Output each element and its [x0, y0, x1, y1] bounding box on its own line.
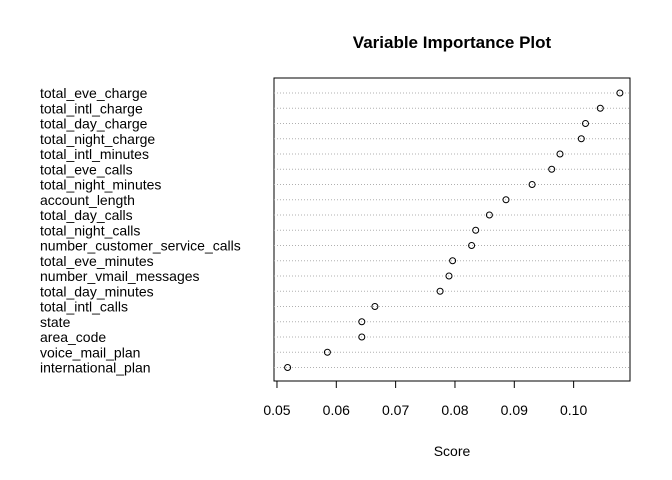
data-point	[548, 165, 556, 173]
variable-label: state	[40, 314, 71, 330]
data-point	[371, 303, 379, 310]
data-point	[502, 196, 510, 204]
data-point	[468, 242, 476, 249]
data-point	[556, 150, 564, 158]
variable-labels: total_eve_chargetotal_intl_chargetotal_d…	[40, 85, 241, 376]
data-point	[485, 211, 493, 219]
data-point	[284, 364, 292, 371]
x-axis: 0.05 0.06 0.07 0.08 0.09 0.10	[263, 380, 587, 418]
data-point	[577, 135, 585, 143]
variable-label: international_plan	[40, 360, 151, 376]
variable-label: account_length	[40, 192, 135, 208]
variable-label: total_night_charge	[40, 131, 155, 147]
x-tick-label: 0.09	[501, 402, 528, 418]
variable-label: number_customer_service_calls	[40, 238, 241, 254]
variable-label: total_eve_charge	[40, 85, 148, 101]
data-point	[582, 120, 589, 127]
data-point	[596, 104, 604, 112]
x-axis-label: Score	[434, 443, 471, 459]
variable-label: area_code	[40, 329, 106, 345]
data-point	[358, 333, 366, 341]
variable-label: total_intl_minutes	[40, 146, 149, 162]
data-point	[616, 89, 624, 97]
x-tick-label: 0.07	[382, 402, 409, 418]
data-point	[449, 257, 457, 265]
variable-label: total_day_minutes	[40, 283, 154, 299]
x-tick-label: 0.08	[441, 402, 468, 418]
variable-label: total_intl_calls	[40, 299, 128, 315]
variable-label: total_eve_minutes	[40, 253, 154, 269]
data-point	[323, 348, 331, 356]
x-tick-label: 0.06	[323, 402, 350, 418]
variable-label: total_eve_calls	[40, 161, 133, 177]
data-point	[528, 181, 536, 188]
data-point	[472, 226, 480, 234]
variable-label: number_vmail_messages	[40, 268, 200, 284]
grid-lines	[274, 92, 630, 368]
variable-label: total_intl_charge	[40, 100, 143, 116]
data-point	[436, 287, 444, 295]
importance-points	[284, 89, 624, 371]
variable-label: total_day_charge	[40, 116, 148, 132]
data-point	[358, 318, 366, 326]
x-tick-label: 0.05	[263, 402, 290, 418]
variable-label: total_night_minutes	[40, 177, 161, 193]
variable-label: total_night_calls	[40, 222, 140, 238]
variable-label: voice_mail_plan	[40, 344, 140, 360]
chart-title: Variable Importance Plot	[353, 33, 552, 52]
x-tick-label: 0.10	[560, 402, 587, 418]
variable-label: total_day_calls	[40, 207, 133, 223]
data-point	[445, 272, 453, 280]
